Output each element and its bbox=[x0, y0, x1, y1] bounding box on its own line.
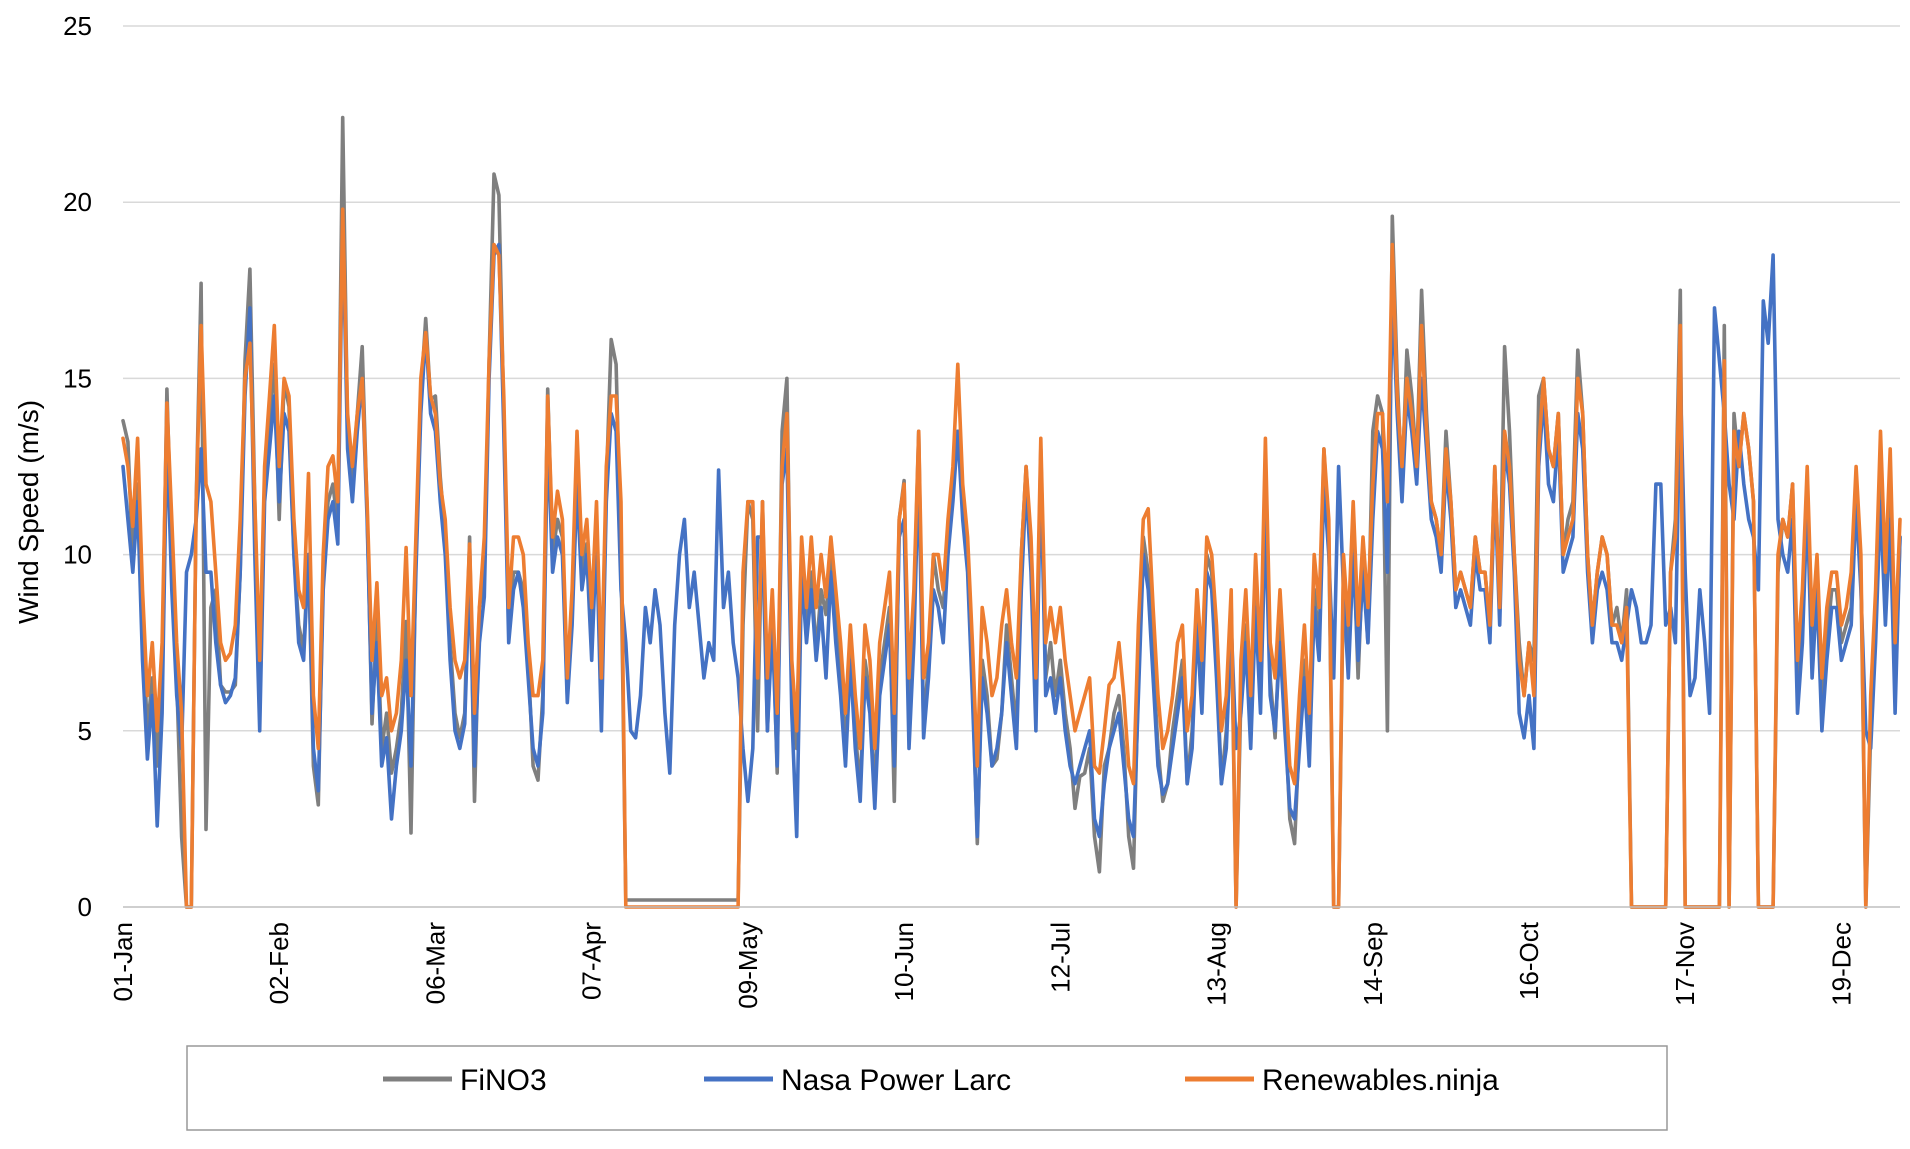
legend-item: FiNO3 bbox=[383, 1064, 547, 1097]
series-line-renewables-ninja bbox=[121, 207, 1902, 909]
legend-label: FiNO3 bbox=[460, 1064, 547, 1097]
legend-item: Renewables.ninja bbox=[1185, 1064, 1499, 1097]
series-layer bbox=[121, 115, 1902, 909]
y-tick-label: 20 bbox=[63, 187, 92, 217]
x-tick-label: 01-Jan bbox=[108, 922, 138, 1002]
y-tick-label: 10 bbox=[63, 540, 92, 570]
y-axis-title: Wind Speed (m/s) bbox=[13, 400, 44, 624]
x-tick-label: 07-Apr bbox=[577, 922, 607, 1000]
legend-label: Nasa Power Larc bbox=[781, 1064, 1011, 1097]
legend: FiNO3 Nasa Power Larc Renewables.ninja bbox=[186, 1045, 1668, 1131]
y-tick-label: 15 bbox=[63, 363, 92, 393]
x-tick-label: 12-Jul bbox=[1045, 922, 1075, 993]
x-tick-label: 10-Jun bbox=[889, 922, 919, 1002]
x-tick-label: 06-Mar bbox=[420, 922, 450, 1005]
x-tick-label: 13-Aug bbox=[1202, 922, 1232, 1006]
axis-layer: 0 5 10 15 20 25 01-Jan 02-Feb 06-Mar 07-Apr 09-May… bbox=[63, 11, 1900, 1009]
y-tick-label: 0 bbox=[78, 892, 92, 922]
x-tick-label: 16-Oct bbox=[1514, 921, 1544, 1000]
x-tick-label: 14-Sep bbox=[1358, 922, 1388, 1006]
x-tick-label: 17-Nov bbox=[1670, 922, 1700, 1006]
legend-item: Nasa Power Larc bbox=[704, 1064, 1011, 1097]
x-tick-label: 02-Feb bbox=[264, 922, 294, 1004]
legend-label: Renewables.ninja bbox=[1262, 1064, 1499, 1097]
x-tick-label: 19-Dec bbox=[1826, 922, 1856, 1006]
y-tick-label: 25 bbox=[63, 11, 92, 41]
legend-items: FiNO3 Nasa Power Larc Renewables.ninja bbox=[383, 1064, 1499, 1097]
y-tick-label: 5 bbox=[78, 716, 92, 746]
legend-box bbox=[186, 1045, 1668, 1131]
x-tick-label: 09-May bbox=[733, 922, 763, 1009]
